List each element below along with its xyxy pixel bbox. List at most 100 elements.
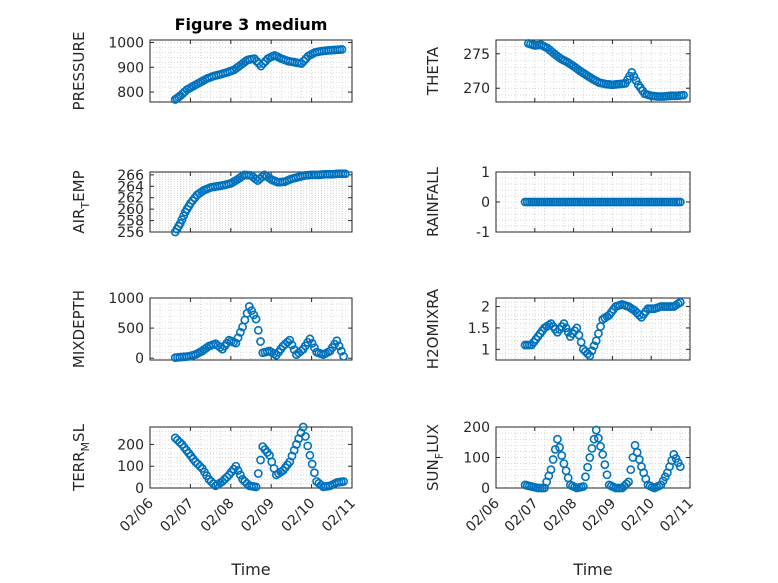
series-markers <box>170 169 350 237</box>
y-tick-label: 275 <box>463 47 490 63</box>
data-point-interp <box>561 323 571 333</box>
data-point-interp <box>253 469 263 478</box>
chart-mixdepth: 0 500 1000 MIXDEPTH <box>70 290 353 368</box>
data-point-interp <box>632 448 642 457</box>
data-point-interp <box>596 441 605 451</box>
y-tick-label: 1000 <box>108 291 144 307</box>
y-axis-label: TERRMSL <box>70 423 92 492</box>
y-tick-label: 500 <box>117 321 144 337</box>
data-point-interp <box>596 322 605 331</box>
y-tick-label: 260 <box>117 202 144 218</box>
data-point-interp <box>310 343 319 353</box>
y-tick-label: 200 <box>463 420 490 436</box>
y-tick-label: 2 <box>481 300 490 316</box>
data-point-interp <box>233 333 243 343</box>
data-point <box>204 474 214 484</box>
x-tick-label: 02/11 <box>657 496 697 536</box>
y-tick-label: 0 <box>135 481 144 497</box>
data-point <box>305 334 315 344</box>
data-point <box>297 59 306 68</box>
y-label-sub: M <box>79 442 92 452</box>
data-point <box>305 450 315 460</box>
data-point <box>585 453 595 462</box>
y-tick-label: 100 <box>463 451 490 467</box>
data-point-interp <box>576 337 586 347</box>
y-label-main: SUN <box>424 459 442 491</box>
data-point-interp <box>299 56 309 66</box>
y-axis-label: MIXDEPTH <box>70 290 88 368</box>
x-axis-label: Time <box>230 560 270 579</box>
y-tick-label: 0 <box>481 481 490 497</box>
data-point <box>285 335 295 345</box>
axes-box <box>149 39 353 103</box>
y-tick-label: 900 <box>117 60 144 76</box>
data-point-interp <box>307 459 317 469</box>
data-point <box>340 169 350 179</box>
data-point <box>238 474 247 484</box>
data-point-interp <box>587 346 597 356</box>
chart-pressure: 800 900 1000 PRESSURE <box>70 32 353 110</box>
y-axis-label: H2OMIXRA <box>424 288 442 369</box>
y-tick-label: -1 <box>476 225 490 241</box>
y-label-sub: T <box>79 202 92 210</box>
y-tick-label: 1000 <box>108 35 144 51</box>
y-axis-label: SUNFLUX <box>424 424 446 491</box>
data-point <box>578 482 588 491</box>
data-point <box>332 336 342 346</box>
x-tick-label: 02/09 <box>238 496 278 536</box>
data-point-interp <box>555 442 564 452</box>
y-label-sub: F <box>433 453 446 459</box>
data-point <box>624 477 633 487</box>
y-tick-label: 256 <box>117 225 144 241</box>
series-markers <box>520 297 685 361</box>
y-label-tail: EMP <box>70 170 88 201</box>
data-point-interp <box>550 444 560 454</box>
data-point-interp <box>195 461 205 471</box>
data-point <box>585 351 595 361</box>
x-axis-label: Time <box>572 560 612 579</box>
data-point-interp <box>600 460 610 470</box>
data-point-interp <box>310 468 319 478</box>
data-point <box>591 425 601 435</box>
data-point <box>598 450 608 459</box>
y-tick-label: 200 <box>117 437 144 453</box>
data-point-interp <box>303 441 313 451</box>
data-point-interp <box>287 340 297 350</box>
data-point-interp <box>561 466 571 476</box>
y-label-tail: LUX <box>424 424 442 453</box>
data-point-interp <box>256 455 265 465</box>
data-point-interp <box>247 306 256 316</box>
data-point-interp <box>222 472 232 482</box>
data-point <box>339 477 348 486</box>
x-tick-label: 02/09 <box>579 496 619 536</box>
data-point-interp <box>301 432 310 441</box>
x-tick-label: 02/06 <box>463 495 503 535</box>
data-point <box>675 297 685 307</box>
axes-box <box>495 297 691 361</box>
minor-grid <box>149 426 353 489</box>
y-tick-label: 1 <box>481 165 490 181</box>
data-point <box>231 338 241 348</box>
y-axis-label: RAINFALL <box>424 166 442 237</box>
y-label-tail: SL <box>70 423 88 442</box>
chart-theta: 270 275 THETA <box>424 39 691 103</box>
x-tick-label: 02/08 <box>541 496 581 536</box>
data-point <box>251 482 261 492</box>
data-point-interp <box>634 455 644 464</box>
y-axis-label: AIRTEMP <box>70 170 92 233</box>
series-markers <box>170 302 348 362</box>
data-point-interp <box>563 473 573 483</box>
data-point <box>244 302 254 311</box>
data-point <box>298 422 308 432</box>
data-point-interp <box>548 455 558 464</box>
y-tick-label: 100 <box>117 459 144 475</box>
y-tick-label: 0 <box>481 195 490 211</box>
x-tick-label: 02/11 <box>319 496 359 536</box>
data-point <box>231 461 241 471</box>
data-point <box>553 434 562 444</box>
data-point <box>337 45 347 54</box>
data-point-interp <box>249 310 259 320</box>
